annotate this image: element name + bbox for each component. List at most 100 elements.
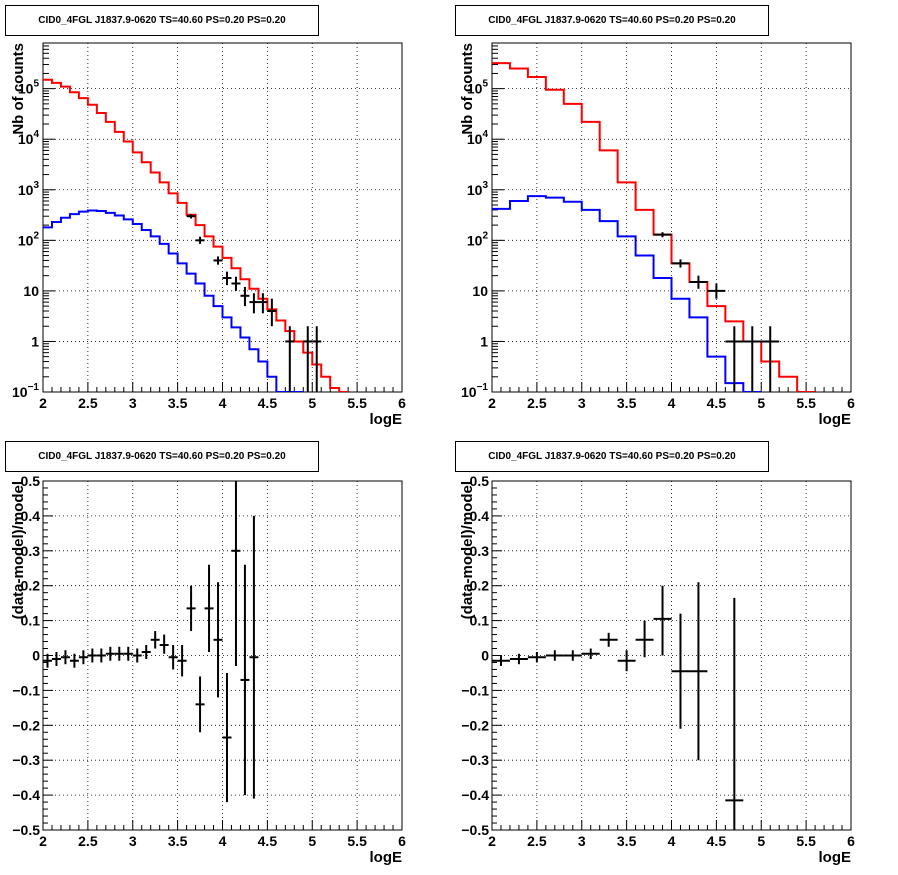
data-point: [303, 326, 313, 392]
y-tick-label: 102: [18, 230, 40, 248]
x-tick-label: 4.5: [258, 395, 278, 411]
histogram-series-0: [492, 62, 816, 392]
y-tick-label: 10: [472, 283, 488, 299]
data-point: [123, 646, 133, 661]
y-tick-label: −0.3: [12, 752, 40, 768]
data-point: [653, 232, 672, 238]
y-tick-label: 0: [32, 648, 40, 664]
data-point: [204, 564, 214, 653]
x-tick-label: 3: [129, 395, 137, 411]
y-tick-label: −0.5: [461, 822, 489, 838]
data-point: [509, 653, 528, 665]
plot-area: [43, 481, 259, 803]
x-tick-label: 2: [39, 833, 47, 849]
y-tick-label: −0.3: [461, 752, 489, 768]
chart-panel-1: 2 2.5 3 3.5 4 4.5 5 5.5 6 10−1 1 10 102 103 104 105 logE…: [459, 42, 855, 428]
x-tick-label: 4.5: [258, 833, 278, 849]
data-point: [195, 676, 205, 733]
x-tick-label: 3: [129, 833, 137, 849]
data-point: [177, 645, 187, 677]
x-tick-label: 2.5: [527, 395, 547, 411]
x-tick-label: 2: [488, 395, 496, 411]
x-tick-label: 3: [578, 833, 586, 849]
x-tick-label: 5: [757, 833, 765, 849]
y-tick-label: 0.1: [21, 613, 41, 629]
y-tick-label: 102: [467, 230, 489, 248]
histogram-series-0: [43, 78, 349, 392]
data-point: [60, 650, 70, 665]
data-point: [725, 597, 744, 830]
y-axis-label: Nb of counts: [459, 43, 476, 135]
y-axis-label: Nb of counts: [10, 43, 27, 135]
data-point: [240, 564, 250, 796]
plot-area: [492, 62, 816, 392]
x-tick-label: 5: [308, 833, 316, 849]
x-tick-label: 4: [668, 833, 676, 849]
y-tick-label: 104: [18, 129, 40, 147]
y-tick-label: 0.3: [21, 543, 41, 559]
x-tick-label: 5: [308, 395, 316, 411]
data-point: [545, 650, 564, 661]
data-point: [258, 293, 268, 314]
y-tick-label: 103: [467, 180, 489, 198]
x-tick-label: 5.5: [796, 395, 816, 411]
data-point: [249, 515, 259, 799]
data-point: [581, 648, 600, 659]
data-point: [653, 585, 672, 656]
data-point: [689, 275, 708, 289]
y-tick-label: 105: [467, 79, 489, 97]
data-point: [563, 650, 582, 661]
x-axis-label: logE: [819, 411, 852, 428]
x-tick-label: 4: [219, 833, 227, 849]
chart-panel-0: 2 2.5 3 3.5 4 4.5 5 5.5 6 10−1 1 10 102 103 104 105 logE…: [10, 42, 406, 428]
data-point: [43, 653, 52, 668]
y-tick-label: 10−1: [461, 382, 488, 400]
x-tick-label: 2: [39, 395, 47, 411]
x-axis-label: logE: [370, 849, 403, 866]
plot-area: [43, 78, 349, 392]
x-tick-label: 4.5: [707, 833, 727, 849]
histogram-series-1: [492, 195, 762, 392]
data-point: [671, 259, 690, 268]
x-tick-label: 3: [578, 395, 586, 411]
data-point: [599, 632, 618, 647]
y-tick-label: 0.1: [470, 613, 490, 629]
plot-area: [492, 582, 744, 830]
data-point: [285, 326, 295, 392]
x-tick-label: 3.5: [168, 833, 188, 849]
data-point: [671, 613, 690, 729]
data-point: [96, 648, 106, 663]
x-tick-label: 6: [847, 395, 855, 411]
data-point: [213, 582, 223, 698]
x-tick-label: 3.5: [168, 395, 188, 411]
data-point: [267, 298, 277, 327]
x-tick-label: 2.5: [78, 395, 98, 411]
y-tick-label: −0.4: [12, 787, 40, 803]
histogram-series-1: [43, 209, 304, 392]
data-point: [312, 326, 322, 392]
data-point: [186, 214, 196, 219]
y-axis-label: (data-model)/model: [459, 481, 476, 619]
data-point: [743, 326, 762, 392]
chart-panel-2: 2 2.5 3 3.5 4 4.5 5 5.5 6 −0.5 −0.4 −0.3 −0.2 −0.1 0 0.…: [10, 473, 406, 866]
y-tick-label: 0.3: [470, 543, 490, 559]
x-tick-label: 5.5: [796, 833, 816, 849]
data-point: [492, 655, 510, 666]
x-axis-label: logE: [370, 411, 403, 428]
data-point: [105, 646, 115, 661]
data-point: [231, 276, 241, 291]
y-tick-label: 104: [467, 129, 489, 147]
data-point: [213, 256, 223, 265]
panel-title: CID0_4FGL J1837.9-0620 TS=40.60 PS=0.20 …: [455, 5, 769, 36]
panel-title: CID0_4FGL J1837.9-0620 TS=40.60 PS=0.20 …: [455, 441, 769, 472]
y-tick-label: 0.2: [470, 578, 490, 594]
y-tick-label: 0.5: [21, 473, 41, 489]
data-point: [78, 650, 88, 665]
y-tick-label: 0.5: [470, 473, 490, 489]
x-tick-label: 6: [398, 833, 406, 849]
y-axis-label: (data-model)/model: [10, 481, 27, 619]
data-point: [707, 283, 726, 299]
x-tick-label: 4: [219, 395, 227, 411]
x-tick-label: 2: [488, 833, 496, 849]
panel-title: CID0_4FGL J1837.9-0620 TS=40.60 PS=0.20 …: [5, 5, 319, 36]
